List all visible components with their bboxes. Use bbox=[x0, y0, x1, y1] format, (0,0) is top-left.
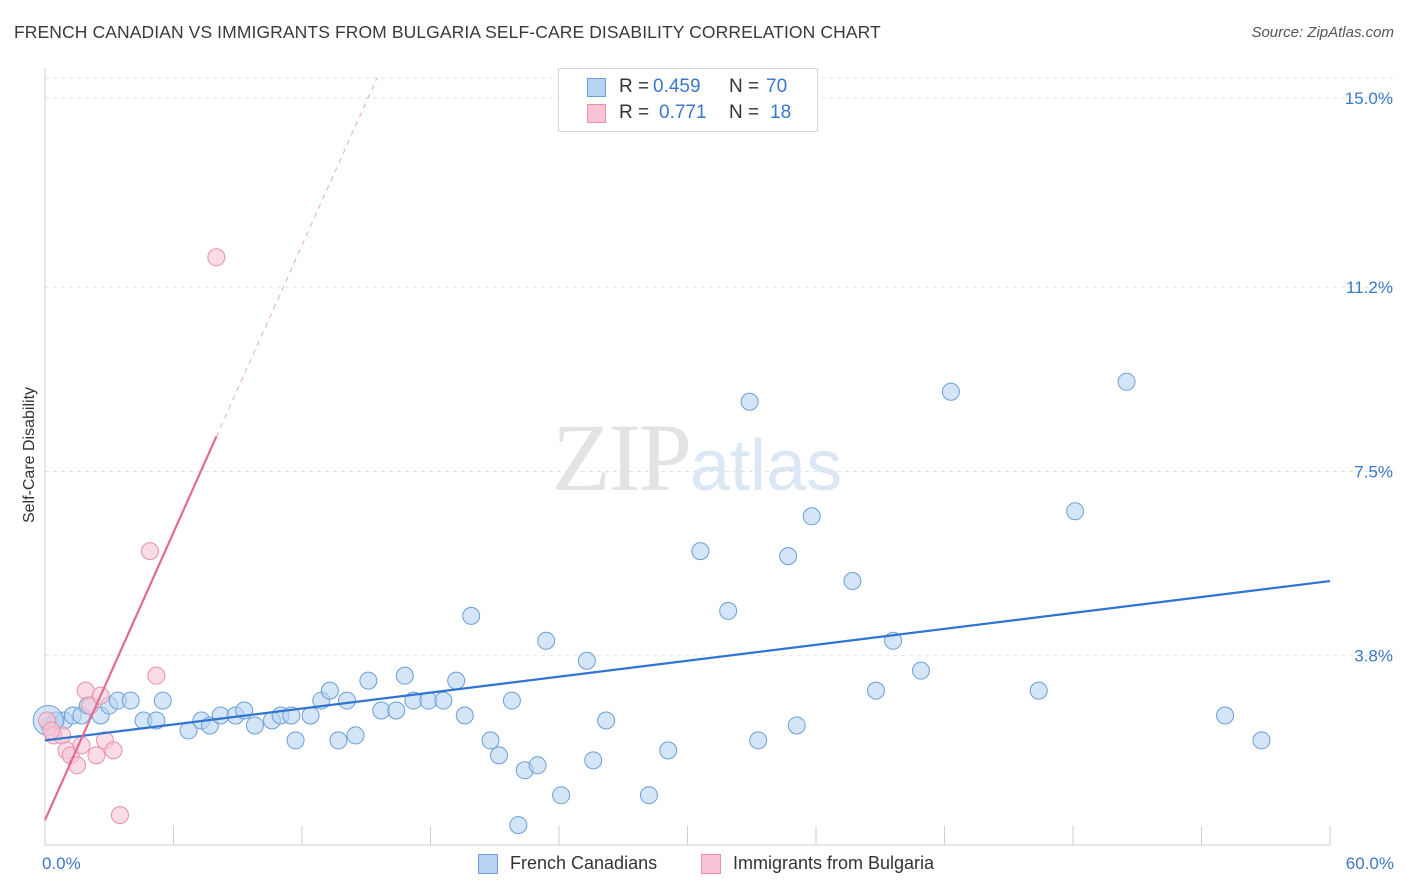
bulgaria-point bbox=[140, 542, 159, 561]
french-canadian-point bbox=[447, 671, 466, 690]
series-swatch-pink bbox=[701, 854, 721, 874]
french-canadian-point bbox=[1066, 502, 1085, 521]
y-tick-label: 15.0% bbox=[1345, 89, 1393, 108]
y-axis-label: Self-Care Disability bbox=[21, 386, 38, 524]
bulgaria-point bbox=[87, 746, 106, 765]
french-canadian-point bbox=[346, 726, 365, 745]
french-canadian-point bbox=[1216, 706, 1235, 725]
french-canadian-point bbox=[528, 756, 547, 775]
watermark-atlas: atlas bbox=[690, 426, 843, 506]
legend-swatch-pink bbox=[587, 104, 606, 123]
french-canadian-point bbox=[1117, 372, 1136, 391]
chart-title: FRENCH CANADIAN VS IMMIGRANTS FROM BULGA… bbox=[14, 22, 881, 42]
french-canadian-point bbox=[639, 786, 658, 805]
legend-n-value: 70 bbox=[766, 76, 788, 97]
y-tick-label: 11.2% bbox=[1346, 278, 1393, 297]
bulgaria-trendline bbox=[43, 436, 218, 821]
watermark-zip: ZIP bbox=[552, 404, 692, 511]
bulgaria-point bbox=[76, 681, 95, 700]
french-canadian-point bbox=[502, 691, 521, 710]
series-label: Immigrants from Bulgaria bbox=[733, 853, 935, 873]
french-canadian-point bbox=[153, 691, 172, 710]
source-label: Source: ZipAtlas.com bbox=[1251, 24, 1394, 41]
french-canadian-point bbox=[372, 701, 391, 720]
french-canadian-point bbox=[509, 816, 528, 835]
legend-r-label: R = bbox=[619, 76, 650, 97]
french-canadian-point bbox=[329, 731, 348, 750]
french-canadian-point bbox=[552, 786, 571, 805]
french-canadian-point bbox=[1252, 731, 1271, 750]
french-canadian-point bbox=[584, 751, 603, 770]
legend-r-value: 0.771 bbox=[659, 102, 707, 123]
french-canadian-point bbox=[490, 746, 509, 765]
french-canadian-point bbox=[719, 601, 738, 620]
french-canadian-point bbox=[911, 661, 930, 680]
french-canadian-point bbox=[1029, 681, 1048, 700]
french-canadian-point bbox=[843, 572, 862, 591]
french-canadian-point bbox=[121, 691, 140, 710]
french-canadian-point bbox=[802, 507, 821, 526]
french-canadian-point bbox=[320, 681, 339, 700]
french-canadian-point bbox=[941, 382, 960, 401]
french-canadian-point bbox=[395, 666, 414, 685]
bulgaria-point bbox=[147, 666, 166, 685]
legend-r-label: R = bbox=[619, 102, 650, 123]
french-canadian-trendline bbox=[44, 579, 1331, 742]
legend-n-value: 18 bbox=[770, 102, 792, 123]
french-canadian-point bbox=[597, 711, 616, 730]
french-canadian-point bbox=[659, 741, 678, 760]
bulgaria-point bbox=[110, 806, 129, 825]
legend-r-value: 0.459 bbox=[653, 76, 701, 97]
bulgaria-point bbox=[207, 248, 226, 267]
watermark: ZIPatlas bbox=[552, 402, 842, 513]
french-canadian-point bbox=[691, 542, 710, 561]
legend-row-bulgaria: R = 0.771 N = 18 bbox=[559, 101, 817, 127]
bulgaria-point bbox=[104, 741, 123, 760]
bulgaria-trendline-extension bbox=[215, 77, 378, 437]
legend-row-french-canadians: R = 0.459 N = 70 bbox=[559, 75, 817, 101]
y-tick-label: 3.8% bbox=[1354, 647, 1393, 666]
french-canadian-point bbox=[286, 731, 305, 750]
french-canadian-point bbox=[577, 651, 596, 670]
french-canadian-point bbox=[462, 606, 481, 625]
french-canadian-point bbox=[245, 716, 264, 735]
x-tick-label: 60.0% bbox=[1346, 854, 1394, 873]
series-label: French Canadians bbox=[510, 853, 658, 873]
french-canadian-point bbox=[147, 711, 166, 730]
french-canadian-point bbox=[537, 631, 556, 650]
bulgaria-point bbox=[42, 721, 61, 740]
french-canadian-point bbox=[740, 392, 759, 411]
french-canadian-point bbox=[481, 731, 500, 750]
french-canadian-point bbox=[301, 706, 320, 725]
series-swatch-blue bbox=[478, 854, 498, 874]
french-canadian-point bbox=[779, 547, 798, 566]
legend-swatch-blue bbox=[587, 78, 606, 97]
french-canadian-point bbox=[749, 731, 768, 750]
y-tick-label: 7.5% bbox=[1354, 462, 1393, 481]
x-tick-label: 0.0% bbox=[42, 854, 81, 873]
french-canadian-point bbox=[387, 701, 406, 720]
french-canadian-point bbox=[434, 691, 453, 710]
french-canadian-point bbox=[211, 706, 230, 725]
french-canadian-point bbox=[866, 681, 885, 700]
french-canadian-point bbox=[787, 716, 806, 735]
correlation-legend: R = 0.459 N = 70 R = 0.771 N = 18 bbox=[558, 68, 818, 132]
french-canadian-point bbox=[337, 691, 356, 710]
legend-n-label: N = bbox=[729, 102, 760, 123]
legend-n-label: N = bbox=[729, 76, 760, 97]
french-canadian-point bbox=[359, 671, 378, 690]
french-canadian-point bbox=[455, 706, 474, 725]
